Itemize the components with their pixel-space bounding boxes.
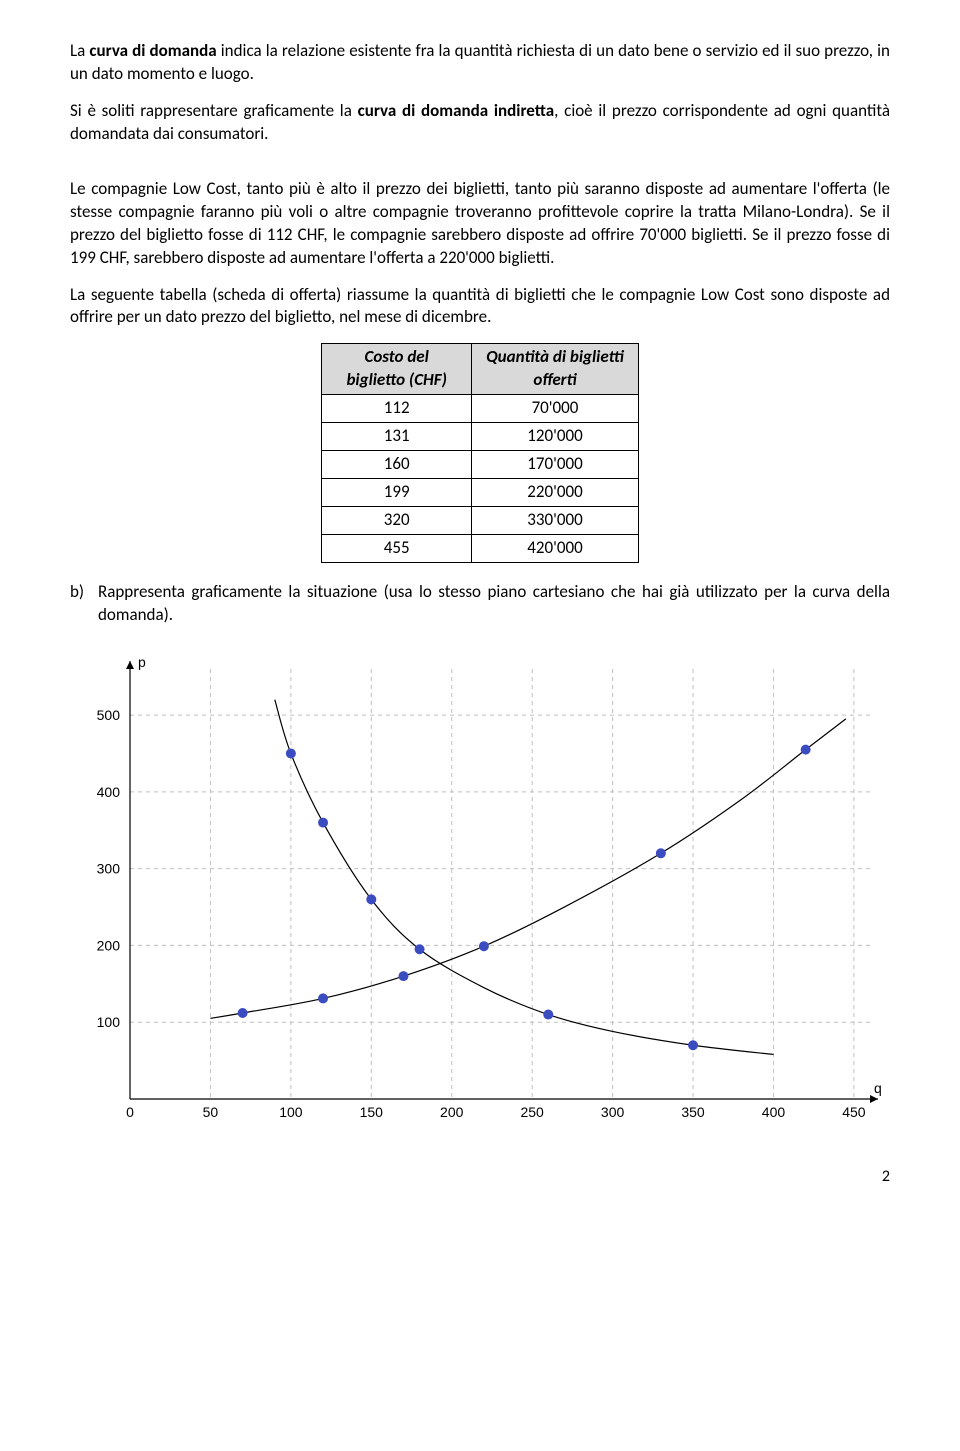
svg-text:150: 150	[360, 1104, 384, 1120]
cell-cost: 199	[322, 479, 472, 507]
offer-table: Costo del biglietto (CHF) Quantità di bi…	[321, 343, 639, 563]
question-letter: b)	[70, 581, 98, 604]
text: Si è soliti rappresentare graficamente l…	[70, 100, 358, 121]
cell-quantity: 120'000	[472, 423, 639, 451]
svg-text:300: 300	[601, 1104, 625, 1120]
paragraph-indirect: Si è soliti rappresentare graficamente l…	[70, 100, 890, 146]
cell-quantity: 420'000	[472, 534, 639, 562]
paragraph-table-intro: La seguente tabella (scheda di offerta) …	[70, 284, 890, 330]
cell-quantity: 220'000	[472, 479, 639, 507]
table-header-row: Costo del biglietto (CHF) Quantità di bi…	[322, 344, 639, 395]
cell-cost: 320	[322, 507, 472, 535]
cell-cost: 112	[322, 395, 472, 423]
cell-cost: 455	[322, 534, 472, 562]
svg-text:500: 500	[97, 707, 121, 723]
chart-svg: 0 50 100 150 200 250 300 350 400 450 100 200 300 400 5…	[70, 639, 890, 1139]
header-text: Quantità di biglietti	[486, 346, 624, 367]
table-row: 131120'000	[322, 423, 639, 451]
question-b: b) Rappresenta graficamente la situazion…	[70, 581, 890, 627]
col-header-quantity: Quantità di biglietti offerti	[472, 344, 639, 395]
svg-text:350: 350	[681, 1104, 705, 1120]
cell-cost: 131	[322, 423, 472, 451]
header-text: biglietto (CHF)	[346, 369, 446, 390]
table-row: 320330'000	[322, 507, 639, 535]
svg-text:50: 50	[203, 1104, 219, 1120]
svg-text:400: 400	[762, 1104, 786, 1120]
svg-text:100: 100	[97, 1014, 121, 1030]
page-number: 2	[70, 1166, 890, 1188]
question-text: Rappresenta graficamente la situazione (…	[98, 581, 890, 627]
cell-quantity: 330'000	[472, 507, 639, 535]
bold-term: curva di domanda indiretta	[358, 100, 555, 121]
cell-quantity: 170'000	[472, 451, 639, 479]
paragraph-lowcost: Le compagnie Low Cost, tanto più è alto …	[70, 178, 890, 270]
svg-text:200: 200	[97, 937, 121, 953]
demand-supply-chart: 0 50 100 150 200 250 300 350 400 450 100 200 300 400 5…	[70, 639, 890, 1146]
svg-text:200: 200	[440, 1104, 464, 1120]
paragraph-definition: La curva di domanda indica la relazione …	[70, 40, 890, 86]
svg-text:300: 300	[97, 860, 121, 876]
svg-text:450: 450	[842, 1104, 866, 1120]
header-text: Costo del	[365, 346, 429, 367]
table-row: 199220'000	[322, 479, 639, 507]
offer-table-wrap: Costo del biglietto (CHF) Quantità di bi…	[70, 343, 890, 563]
text: La seguente tabella (scheda di offerta) …	[70, 284, 890, 328]
svg-text:250: 250	[520, 1104, 544, 1120]
svg-text:100: 100	[279, 1104, 303, 1120]
bold-term: curva di domanda	[89, 40, 216, 61]
col-header-cost: Costo del biglietto (CHF)	[322, 344, 472, 395]
svg-text:q: q	[874, 1080, 882, 1096]
table-row: 160170'000	[322, 451, 639, 479]
cell-quantity: 70'000	[472, 395, 639, 423]
svg-text:0: 0	[126, 1104, 134, 1120]
table-row: 11270'000	[322, 395, 639, 423]
svg-text:400: 400	[97, 784, 121, 800]
text: La	[70, 40, 89, 61]
cell-cost: 160	[322, 451, 472, 479]
text: Le compagnie Low Cost, tanto più è alto …	[70, 178, 890, 268]
header-text: offerti	[533, 369, 576, 390]
svg-text:p: p	[138, 654, 146, 670]
table-row: 455420'000	[322, 534, 639, 562]
